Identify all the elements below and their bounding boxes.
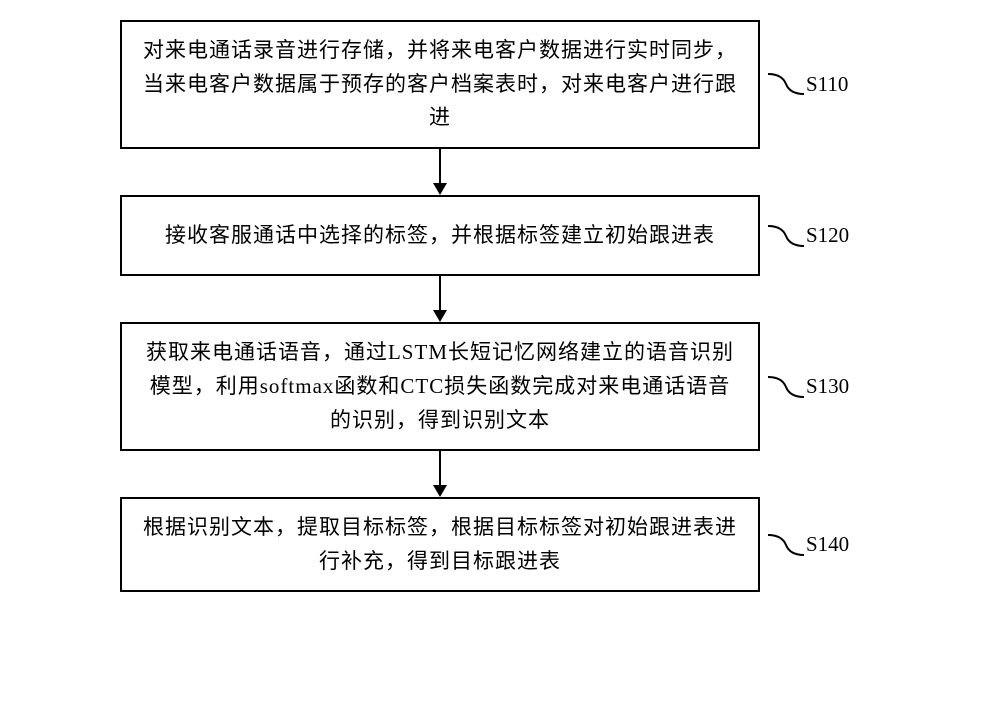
flowchart-container: 对来电通话录音进行存储，并将来电客户数据进行实时同步，当来电客户数据属于预存的客… xyxy=(120,20,880,592)
step-box-s120: 接收客服通话中选择的标签，并根据标签建立初始跟进表 xyxy=(120,195,760,277)
arrow xyxy=(120,149,760,195)
step-box-s130: 获取来电通话语音，通过LSTM长短记忆网络建立的语音识别模型，利用softmax… xyxy=(120,322,760,451)
step-label-wrap: S120 xyxy=(768,216,849,256)
step-box-s140: 根据识别文本，提取目标标签，根据目标标签对初始跟进表进行补充，得到目标跟进表 xyxy=(120,497,760,592)
step-label: S110 xyxy=(806,72,848,97)
step-label: S130 xyxy=(806,374,849,399)
curve-connector xyxy=(768,525,804,565)
arrow xyxy=(120,276,760,322)
curve-connector xyxy=(768,216,804,256)
step-box-s110: 对来电通话录音进行存储，并将来电客户数据进行实时同步，当来电客户数据属于预存的客… xyxy=(120,20,760,149)
step-label-wrap: S110 xyxy=(768,64,848,104)
arrow xyxy=(120,451,760,497)
step-label-wrap: S130 xyxy=(768,367,849,407)
curve-connector xyxy=(768,64,804,104)
step-label: S140 xyxy=(806,532,849,557)
step-row: 对来电通话录音进行存储，并将来电客户数据进行实时同步，当来电客户数据属于预存的客… xyxy=(120,20,880,149)
step-row: 获取来电通话语音，通过LSTM长短记忆网络建立的语音识别模型，利用softmax… xyxy=(120,322,880,451)
step-label: S120 xyxy=(806,223,849,248)
step-row: 接收客服通话中选择的标签，并根据标签建立初始跟进表 S120 xyxy=(120,195,880,277)
curve-connector xyxy=(768,367,804,407)
step-row: 根据识别文本，提取目标标签，根据目标标签对初始跟进表进行补充，得到目标跟进表 S… xyxy=(120,497,880,592)
step-label-wrap: S140 xyxy=(768,525,849,565)
